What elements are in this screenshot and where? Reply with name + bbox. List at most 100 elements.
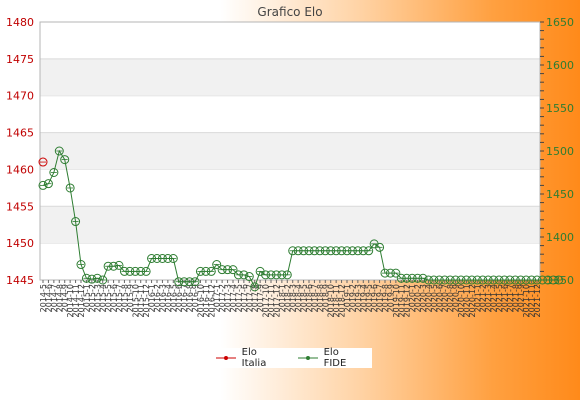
x-tick-label: 2020-1 xyxy=(408,284,417,312)
x-tick-label: 2021-7 xyxy=(506,284,515,312)
x-tick-label: 2019-10 xyxy=(392,284,401,317)
x-tick-label: 2020-5 xyxy=(430,284,439,312)
legend-label-italia: Elo Italia xyxy=(241,347,267,369)
x-tick-label: 2017-9 xyxy=(256,284,265,312)
x-tick-label: 2021-9 xyxy=(517,284,526,312)
x-tick-label: 2021-8 xyxy=(511,284,520,312)
data-point-fide xyxy=(212,260,222,270)
legend-swatch-fide-icon xyxy=(297,356,318,360)
y-left-tick-label: 1475 xyxy=(6,53,34,66)
data-point-fide xyxy=(554,275,564,285)
x-tick-label: 2016-5 xyxy=(169,284,178,312)
y-left-tick-label: 1460 xyxy=(6,163,34,176)
data-point-fide xyxy=(71,217,81,227)
y-left-tick-label: 1465 xyxy=(6,127,34,140)
plot-area xyxy=(39,21,541,281)
x-tick-label: 2015-2 xyxy=(88,284,97,312)
x-tick-label: 2020-6 xyxy=(435,284,444,312)
x-tick-label: 2017-1 xyxy=(213,284,222,312)
x-tick-label: 2014-12 xyxy=(77,284,86,317)
x-tick-label: 2015-8 xyxy=(120,284,129,312)
x-tick-label: 2014-10 xyxy=(66,284,75,317)
data-point-fide xyxy=(206,266,216,276)
data-point-fide xyxy=(250,282,260,292)
x-tick-label: 2015-11 xyxy=(137,284,146,317)
x-tick-label: 2018-1 xyxy=(278,284,287,312)
legend-label-fide: Elo FIDE xyxy=(323,347,347,369)
y-left-tick-label: 1445 xyxy=(6,274,34,287)
data-point-fide xyxy=(141,266,151,276)
y-right-tick-label: 1500 xyxy=(546,145,574,158)
x-tick-label: 2015-10 xyxy=(131,284,140,317)
data-point-fide xyxy=(239,270,249,280)
data-point-fide xyxy=(375,242,385,252)
x-tick-label: 2020-8 xyxy=(446,284,455,312)
x-tick-label: 2015-3 xyxy=(93,284,102,312)
x-tick-label: 2021-1 xyxy=(473,284,482,312)
x-tick-label: 2019-1 xyxy=(343,284,352,312)
x-tick-label: 2017-5 xyxy=(234,284,243,312)
y-left-tick-label: 1480 xyxy=(6,16,34,29)
x-tick-label: 2016-1 xyxy=(148,284,157,312)
x-tick-label: 2019-7 xyxy=(376,284,385,312)
x-tick-label: 2014-7 xyxy=(50,284,59,312)
x-tick-label: 2017-4 xyxy=(229,284,238,312)
x-tick-label: 2015-6 xyxy=(110,284,119,312)
x-tick-label: 2020-12 xyxy=(468,284,477,317)
x-tick-label: 2018-12 xyxy=(338,284,347,317)
x-tick-label: 2020-4 xyxy=(424,284,433,312)
y-right-tick-label: 1550 xyxy=(546,102,574,115)
data-point-fide xyxy=(76,260,86,270)
x-tick-label: 2015-5 xyxy=(104,284,113,312)
data-point-fide xyxy=(60,155,70,165)
x-tick-label: 2016-9 xyxy=(191,284,200,312)
data-point-fide xyxy=(92,273,102,283)
data-point-fide xyxy=(43,179,53,189)
x-tick-label: 2019-4 xyxy=(359,284,368,312)
data-point-fide xyxy=(65,183,75,193)
x-tick-label: 2019-3 xyxy=(354,284,363,312)
x-tick-label: 2016-4 xyxy=(164,284,173,312)
x-tick-label: 2021-4 xyxy=(490,284,499,312)
x-tick-label: 2018-8 xyxy=(316,284,325,312)
x-tick-label: 2014-8 xyxy=(55,284,64,312)
x-tick-label: 2018-7 xyxy=(310,284,319,312)
x-tick-label: 2020-11 xyxy=(462,284,471,317)
x-tick-label: 2017-2 xyxy=(218,284,227,312)
x-tick-label: 2016-8 xyxy=(186,284,195,312)
series-elo-italia xyxy=(38,157,48,167)
x-tick-label: 2019-12 xyxy=(403,284,412,317)
x-tick-label: 2015-7 xyxy=(115,284,124,312)
x-tick-label: 2020-10 xyxy=(457,284,466,317)
x-tick-label: 2017-6 xyxy=(240,284,249,312)
chart-title: Grafico Elo xyxy=(257,5,322,19)
x-tick-label: 2021-2 xyxy=(479,284,488,312)
x-tick-label: 2018-10 xyxy=(327,284,336,317)
x-tick-label: 2018-4 xyxy=(294,284,303,312)
legend-item-elo-italia: Elo Italia xyxy=(216,347,284,369)
x-tick-label: 2021-11 xyxy=(528,284,537,317)
data-point-fide xyxy=(418,273,428,283)
x-tick-label: 2018-2 xyxy=(283,284,292,312)
y-right-tick-label: 1600 xyxy=(546,59,574,72)
x-tick-label: 2019-8 xyxy=(381,284,390,312)
x-tick-label: 2019-6 xyxy=(370,284,379,312)
x-tick-label: 2019-9 xyxy=(386,284,395,312)
x-tick-label: 2019-11 xyxy=(397,284,406,317)
x-axis: 2014-52014-62014-72014-82014-92014-10201… xyxy=(39,280,542,317)
x-tick-label: 2015-1 xyxy=(82,284,91,312)
data-point-fide xyxy=(364,246,374,256)
y-right-tick-label: 1650 xyxy=(546,16,574,29)
x-tick-label: 2017-7 xyxy=(245,284,254,312)
x-tick-label: 2014-11 xyxy=(72,284,81,317)
x-tick-label: 2020-9 xyxy=(452,284,461,312)
y-left-tick-label: 1450 xyxy=(6,237,34,250)
x-tick-label: 2017-10 xyxy=(262,284,271,317)
x-tick-label: 2021-3 xyxy=(484,284,493,312)
x-tick-label: 2018-11 xyxy=(332,284,341,317)
data-point-italia xyxy=(38,157,48,167)
plot-band xyxy=(40,132,540,170)
x-tick-label: 2016-2 xyxy=(153,284,162,312)
x-tick-label: 2018-3 xyxy=(289,284,298,312)
